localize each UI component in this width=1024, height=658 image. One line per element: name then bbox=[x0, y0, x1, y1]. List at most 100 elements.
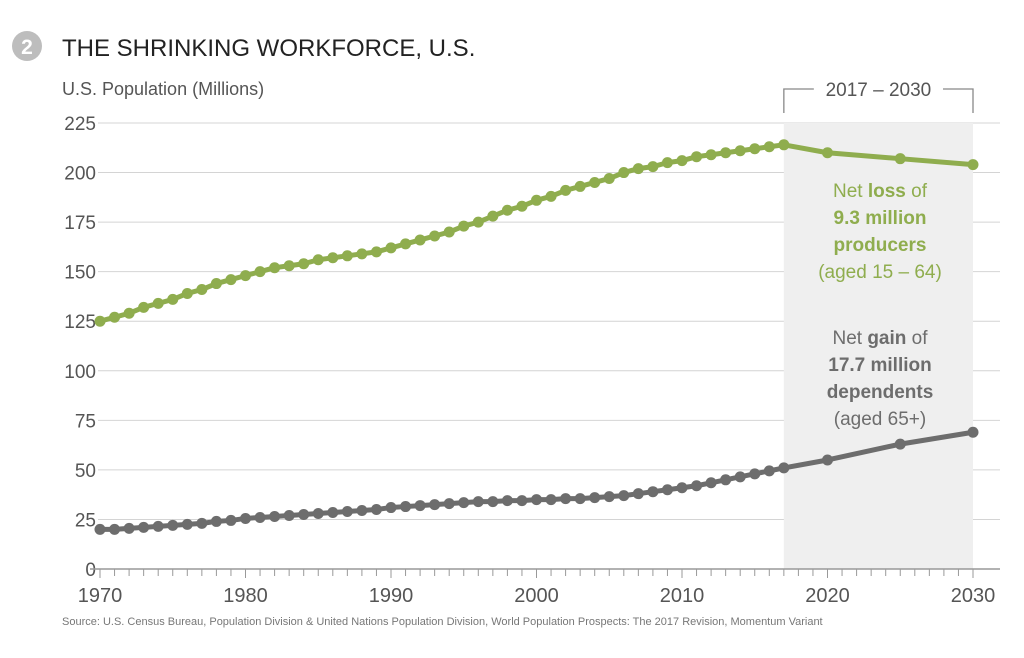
data-point-dependents bbox=[298, 508, 310, 520]
data-point-producers bbox=[894, 153, 906, 165]
annotation-segment: Net bbox=[833, 181, 868, 202]
y-tick-label: 75 bbox=[75, 411, 96, 432]
data-point-producers bbox=[545, 190, 557, 202]
data-point-dependents bbox=[734, 471, 746, 483]
data-point-dependents bbox=[458, 497, 470, 509]
data-point-producers bbox=[458, 220, 470, 232]
data-point-producers bbox=[269, 262, 281, 274]
data-point-producers bbox=[109, 311, 121, 323]
data-point-producers bbox=[647, 161, 659, 173]
data-point-producers bbox=[487, 210, 499, 222]
data-point-producers bbox=[734, 145, 746, 157]
x-tick-label: 1980 bbox=[223, 585, 268, 607]
data-point-producers bbox=[283, 260, 295, 272]
data-point-producers bbox=[618, 167, 630, 179]
data-point-dependents bbox=[545, 494, 557, 506]
y-tick-label: 125 bbox=[64, 312, 96, 333]
data-point-dependents bbox=[531, 494, 542, 506]
data-point-producers bbox=[967, 159, 979, 171]
data-point-producers bbox=[574, 180, 586, 192]
annotation-segment: 17.7 million bbox=[828, 355, 931, 376]
data-point-dependents bbox=[167, 519, 179, 531]
data-point-producers bbox=[603, 173, 615, 185]
annotation-line-dependents: 17.7 million bbox=[828, 355, 931, 376]
data-point-producers bbox=[181, 287, 193, 299]
annotation-segment: gain bbox=[867, 328, 906, 349]
data-point-producers bbox=[661, 157, 673, 169]
data-point-dependents bbox=[400, 501, 412, 513]
data-point-producers bbox=[472, 216, 484, 228]
data-point-dependents bbox=[356, 505, 368, 517]
data-point-producers bbox=[254, 266, 266, 278]
annotation-segment: (aged 15 – 64) bbox=[818, 262, 942, 283]
data-point-producers bbox=[429, 230, 441, 242]
data-point-producers bbox=[691, 151, 703, 163]
y-tick-label: 25 bbox=[75, 510, 96, 531]
annotation-line-producers: (aged 15 – 64) bbox=[818, 262, 942, 283]
data-point-producers bbox=[240, 270, 251, 282]
data-point-producers bbox=[443, 226, 455, 238]
data-point-dependents bbox=[269, 510, 281, 522]
data-point-dependents bbox=[240, 512, 251, 524]
data-point-dependents bbox=[152, 520, 164, 532]
data-point-dependents bbox=[312, 507, 324, 519]
data-point-producers bbox=[822, 147, 833, 159]
x-tick-label: 2030 bbox=[951, 585, 996, 607]
y-tick-label: 150 bbox=[64, 263, 96, 284]
y-tick-label: 175 bbox=[64, 213, 96, 234]
data-point-dependents bbox=[341, 506, 353, 518]
annotation-segment: of bbox=[906, 181, 928, 202]
data-point-producers bbox=[138, 301, 150, 313]
data-point-producers bbox=[720, 147, 732, 159]
x-tick-label: 1970 bbox=[78, 585, 123, 607]
data-point-dependents bbox=[210, 515, 222, 527]
data-point-dependents bbox=[691, 480, 703, 492]
data-point-producers bbox=[632, 163, 644, 175]
data-point-dependents bbox=[894, 438, 906, 450]
highlight-range-shade bbox=[783, 123, 973, 569]
y-tick-label: 100 bbox=[64, 362, 96, 383]
data-point-producers bbox=[356, 248, 368, 260]
data-point-producers bbox=[516, 200, 528, 212]
data-point-producers bbox=[763, 141, 775, 153]
annotation-segment: dependents bbox=[827, 382, 934, 403]
data-point-producers bbox=[531, 194, 542, 206]
x-tick-label: 1990 bbox=[369, 585, 414, 607]
data-point-producers bbox=[385, 242, 397, 254]
data-point-dependents bbox=[967, 426, 979, 438]
data-point-producers bbox=[327, 252, 339, 264]
data-point-producers bbox=[152, 297, 164, 309]
data-point-dependents bbox=[763, 465, 775, 477]
data-point-producers bbox=[298, 258, 310, 270]
data-point-dependents bbox=[487, 496, 499, 508]
chart-title: THE SHRINKING WORKFORCE, U.S. bbox=[62, 35, 475, 62]
annotation-segment: (aged 65+) bbox=[834, 409, 926, 430]
data-point-producers bbox=[196, 284, 208, 296]
data-point-producers bbox=[414, 234, 426, 246]
data-point-dependents bbox=[138, 521, 150, 533]
data-point-dependents bbox=[225, 514, 237, 526]
data-point-producers bbox=[705, 149, 717, 161]
annotation-line-producers: producers bbox=[834, 235, 927, 256]
annotation-segment: producers bbox=[834, 235, 927, 256]
annotation-line-dependents: dependents bbox=[827, 382, 934, 403]
annotation-line-dependents: (aged 65+) bbox=[834, 409, 926, 430]
data-point-dependents bbox=[109, 523, 121, 535]
annotation-segment: Net bbox=[832, 328, 867, 349]
y-tick-label: 225 bbox=[64, 114, 96, 135]
y-tick-label: 0 bbox=[85, 560, 96, 581]
x-tick-label: 2000 bbox=[514, 585, 559, 607]
data-point-producers bbox=[123, 307, 135, 319]
y-tick-label: 50 bbox=[75, 461, 96, 482]
data-point-dependents bbox=[647, 486, 659, 498]
range-bracket bbox=[783, 88, 974, 113]
data-point-producers bbox=[778, 139, 790, 151]
data-point-producers bbox=[94, 315, 106, 327]
data-point-dependents bbox=[370, 504, 382, 516]
data-point-dependents bbox=[749, 468, 761, 480]
data-point-dependents bbox=[661, 484, 673, 496]
annotation-segment: loss bbox=[868, 181, 906, 202]
y-axis-label: U.S. Population (Millions) bbox=[62, 79, 264, 99]
data-point-dependents bbox=[822, 454, 833, 466]
